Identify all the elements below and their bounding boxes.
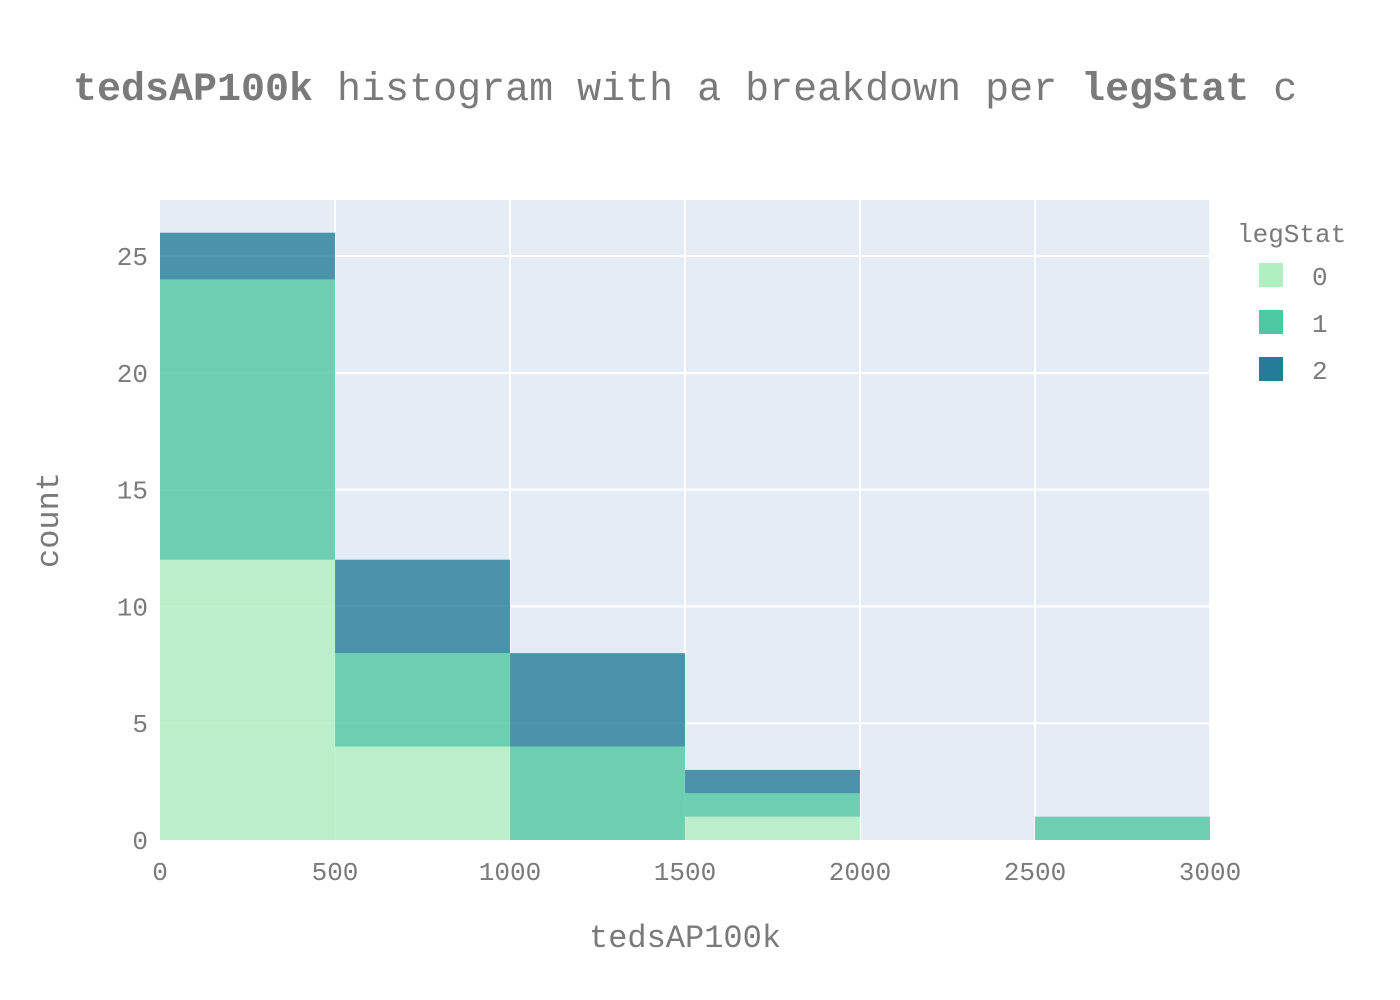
legend-swatch [1259,263,1283,287]
chart-title: tedsAP100k histogram with a breakdown pe… [73,68,1297,113]
title-part-1: histogram with a breakdown per [313,68,1081,113]
bar-legstat-0-bin-0[interactable] [160,559,335,840]
bar-legstat-2-bin-2[interactable] [510,653,685,747]
x-tick-label: 500 [312,858,359,888]
y-tick-label: 20 [117,360,148,390]
legend-item-1[interactable]: 1 [1259,310,1328,340]
x-tick-label: 0 [152,858,168,888]
bar-legstat-1-bin-3[interactable] [685,793,860,817]
x-tick-label: 1500 [654,858,716,888]
x-tick-label: 2500 [1004,858,1066,888]
bar-legstat-1-bin-0[interactable] [160,279,335,560]
legend-label: 2 [1312,357,1328,387]
x-tick-label: 3000 [1179,858,1241,888]
legend-swatch [1259,357,1283,381]
bar-legstat-0-bin-3[interactable] [685,816,860,840]
legend: legStat 0 1 2 [1237,220,1346,387]
y-tick-labels: 0 5 10 15 20 25 [117,243,148,857]
x-tick-labels: 0 500 1000 1500 2000 2500 3000 [152,858,1241,888]
legend-swatch [1259,310,1283,334]
legend-title: legStat [1237,220,1346,250]
title-part-0: tedsAP100k [73,68,313,113]
x-tick-label: 2000 [829,858,891,888]
title-part-3: c [1249,68,1297,113]
legend-label: 1 [1312,310,1328,340]
y-tick-label: 15 [117,477,148,507]
bar-legstat-0-bin-1[interactable] [335,746,510,840]
bar-legstat-2-bin-1[interactable] [335,559,510,654]
y-axis-title: count [31,472,68,568]
y-tick-label: 0 [132,827,148,857]
bar-legstat-1-bin-5[interactable] [1035,816,1210,840]
bar-legstat-2-bin-0[interactable] [160,232,335,280]
legend-label: 0 [1312,263,1328,293]
y-tick-label: 5 [132,710,148,740]
y-tick-label: 25 [117,243,148,273]
bar-legstat-1-bin-2[interactable] [510,746,685,840]
bars-group [160,232,1210,840]
bar-legstat-1-bin-1[interactable] [335,653,510,747]
x-axis-title: tedsAP100k [589,920,781,957]
x-tick-label: 1000 [479,858,541,888]
legend-item-2[interactable]: 2 [1259,357,1328,387]
bar-legstat-2-bin-3[interactable] [685,769,860,794]
title-part-2: legStat [1081,68,1249,113]
legend-item-0[interactable]: 0 [1259,263,1328,293]
y-tick-label: 10 [117,593,148,623]
